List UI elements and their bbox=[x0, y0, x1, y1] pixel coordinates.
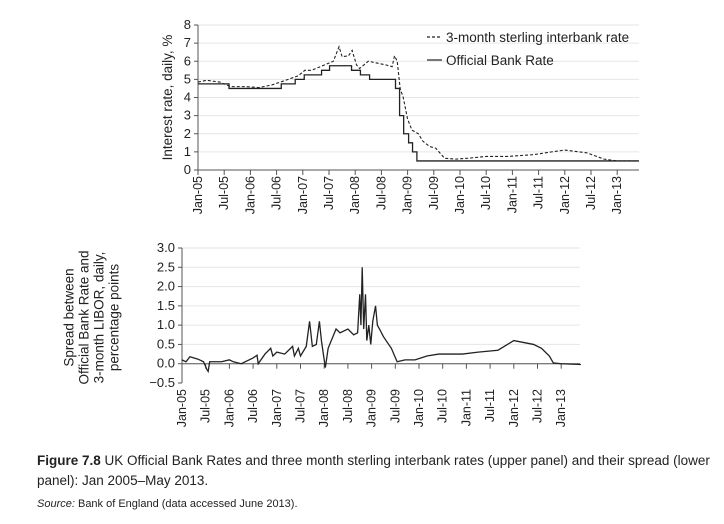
y-tick-label: −0.5 bbox=[149, 375, 175, 390]
panel-lower: −0.5 0.0 0.5 1.0 1.5 2.0 2.5 3.0 Jan-05 Jul-05 Jan… bbox=[62, 240, 581, 427]
panel-upper: 0 1 2 3 4 5 6 7 8 Jan-05 Jul-05 Jan-06 Jul-06 Jan-07 J… bbox=[160, 17, 639, 214]
series-line-official-bank-rate bbox=[198, 65, 639, 162]
x-tick-label: Jan-09 bbox=[365, 389, 379, 427]
x-tick-label: Jul-12 bbox=[584, 176, 598, 210]
legend-label: 3-month sterling interbank rate bbox=[446, 30, 629, 45]
x-tick-label: Jan-10 bbox=[412, 389, 426, 427]
y-tick-label: 1.5 bbox=[157, 298, 175, 313]
x-tick-label: Jul-12 bbox=[531, 389, 545, 423]
y-tick-label: 3.0 bbox=[157, 240, 175, 255]
y-tick-label: 2.5 bbox=[157, 259, 175, 274]
y-tick-label: 8 bbox=[184, 17, 191, 32]
x-tick-label: Jan-09 bbox=[401, 176, 415, 214]
caption-label: Figure 7.8 bbox=[37, 453, 101, 468]
caption-text: UK Official Bank Rates and three month s… bbox=[37, 453, 710, 488]
y-tick-label: 0 bbox=[184, 162, 191, 177]
y-tick-label: 7 bbox=[184, 35, 191, 50]
y-tick-label: 4 bbox=[184, 90, 191, 105]
x-tick-label: Jul-09 bbox=[427, 176, 441, 210]
source-text: Bank of England (data accessed June 2013… bbox=[74, 498, 298, 510]
y-tick-label: 1 bbox=[184, 144, 191, 159]
x-tick-label: Jan-11 bbox=[505, 176, 519, 213]
x-tick-label: Jul-06 bbox=[246, 389, 260, 423]
x-tick-label: Jul-07 bbox=[294, 389, 308, 423]
source-label: Source: bbox=[37, 498, 75, 510]
y-tick-label: 0.5 bbox=[157, 336, 175, 351]
y-tick-label: 2.0 bbox=[157, 279, 175, 294]
x-tick-label: Jan-13 bbox=[554, 389, 568, 427]
x-tick-label: Jan-08 bbox=[317, 389, 331, 427]
y-axis-label: Interest rate, daily, % bbox=[160, 35, 175, 161]
x-tick-label: Jan-13 bbox=[610, 176, 624, 214]
x-tick-label: Jul-10 bbox=[436, 389, 450, 423]
x-tick-label: Jul-08 bbox=[341, 389, 355, 423]
x-tick-label: Jan-08 bbox=[348, 176, 362, 214]
figure-source: Source: Bank of England (data accessed J… bbox=[37, 498, 298, 510]
x-tick-label: Jul-05 bbox=[199, 389, 213, 423]
x-tick-label: Jul-11 bbox=[483, 389, 497, 422]
x-tick-label: Jul-11 bbox=[532, 176, 546, 209]
y-tick-label: 1.0 bbox=[157, 317, 175, 332]
x-tick-label: Jul-07 bbox=[322, 176, 336, 210]
x-tick-label: Jul-10 bbox=[479, 176, 493, 210]
x-tick-label: Jan-05 bbox=[191, 176, 205, 214]
y-tick-label: 2 bbox=[184, 126, 191, 141]
x-tick-label: Jan-12 bbox=[507, 389, 521, 427]
x-tick-label: Jan-06 bbox=[243, 176, 257, 214]
x-tick-label: Jul-05 bbox=[217, 176, 231, 210]
figure-caption: Figure 7.8 UK Official Bank Rates and th… bbox=[37, 451, 724, 491]
y-tick-label: 3 bbox=[184, 108, 191, 123]
y-tick-label: 6 bbox=[184, 53, 191, 68]
y-tick-label: 5 bbox=[184, 71, 191, 86]
x-tick-label: Jan-11 bbox=[459, 389, 473, 426]
x-tick-label: Jan-07 bbox=[270, 389, 284, 427]
x-tick-label: Jan-07 bbox=[296, 176, 310, 214]
x-tick-label: Jan-06 bbox=[222, 389, 236, 427]
y-axis-label: Spread betweenOfficial Bank Rate and3-mo… bbox=[62, 250, 122, 384]
y-tick-label: 0.0 bbox=[157, 356, 175, 371]
legend-label: Official Bank Rate bbox=[446, 53, 554, 68]
x-tick-label: Jul-08 bbox=[374, 176, 388, 210]
series-line-3-month-sterling-interbank-rate bbox=[197, 45, 639, 162]
x-tick-label: Jan-12 bbox=[558, 176, 572, 214]
x-tick-label: Jan-05 bbox=[175, 389, 189, 427]
x-tick-label: Jan-10 bbox=[453, 176, 467, 214]
series-line-spread bbox=[181, 267, 581, 374]
x-tick-label: Jul-06 bbox=[270, 176, 284, 210]
x-tick-label: Jul-09 bbox=[388, 389, 402, 423]
figure-chart: 0 1 2 3 4 5 6 7 8 Jan-05 Jul-05 Jan-06 Jul-06 Jan-07 J… bbox=[62, 17, 639, 427]
